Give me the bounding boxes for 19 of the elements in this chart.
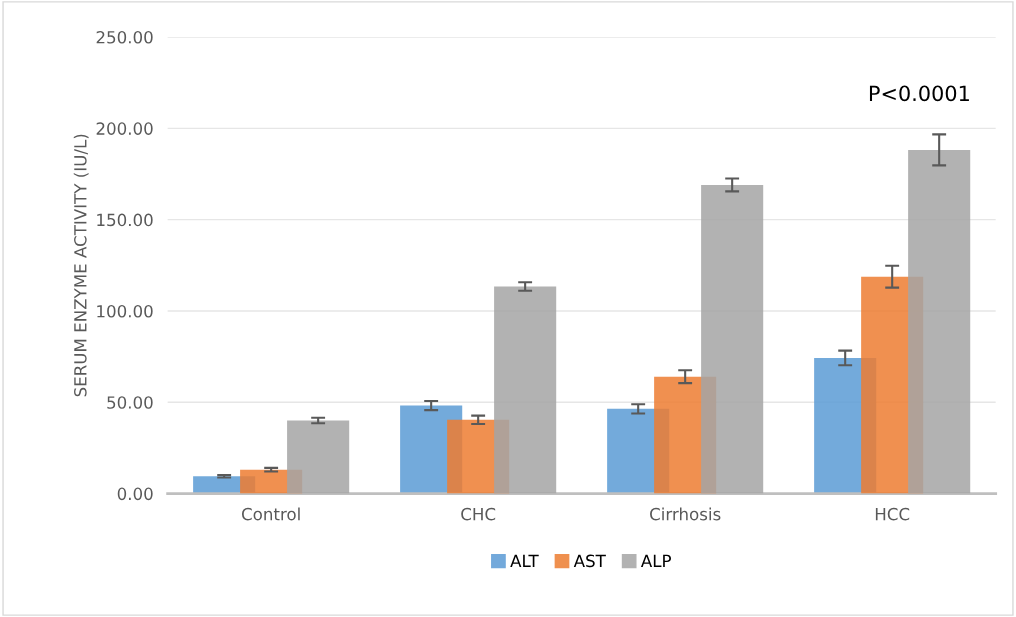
y-axis-title: SERUM ENZYME ACTIVITY (IU/L) [73, 134, 89, 397]
legend-label: ALP [640, 554, 671, 567]
y-tick-label: 100.00 [97, 304, 153, 318]
annotation: P<0.0001 [869, 85, 969, 102]
x-tick-label: HCC [875, 507, 910, 521]
y-tick-label: 250.00 [96, 30, 153, 44]
y-tick-label: 150.00 [97, 213, 153, 227]
bar [494, 286, 557, 494]
y-tick-label: 0.00 [117, 487, 153, 501]
bar [701, 184, 764, 494]
y-tick-label: 50.00 [107, 396, 153, 409]
x-tick-label: CHC [461, 507, 496, 521]
bar [287, 420, 350, 494]
bar [908, 149, 971, 494]
y-tick-label: 200.00 [96, 122, 153, 135]
legend-label: ALT [510, 554, 539, 567]
legend-label: AST [573, 554, 606, 568]
x-tick-label: Control [241, 507, 300, 521]
x-tick-label: Cirrhosis [650, 507, 721, 521]
